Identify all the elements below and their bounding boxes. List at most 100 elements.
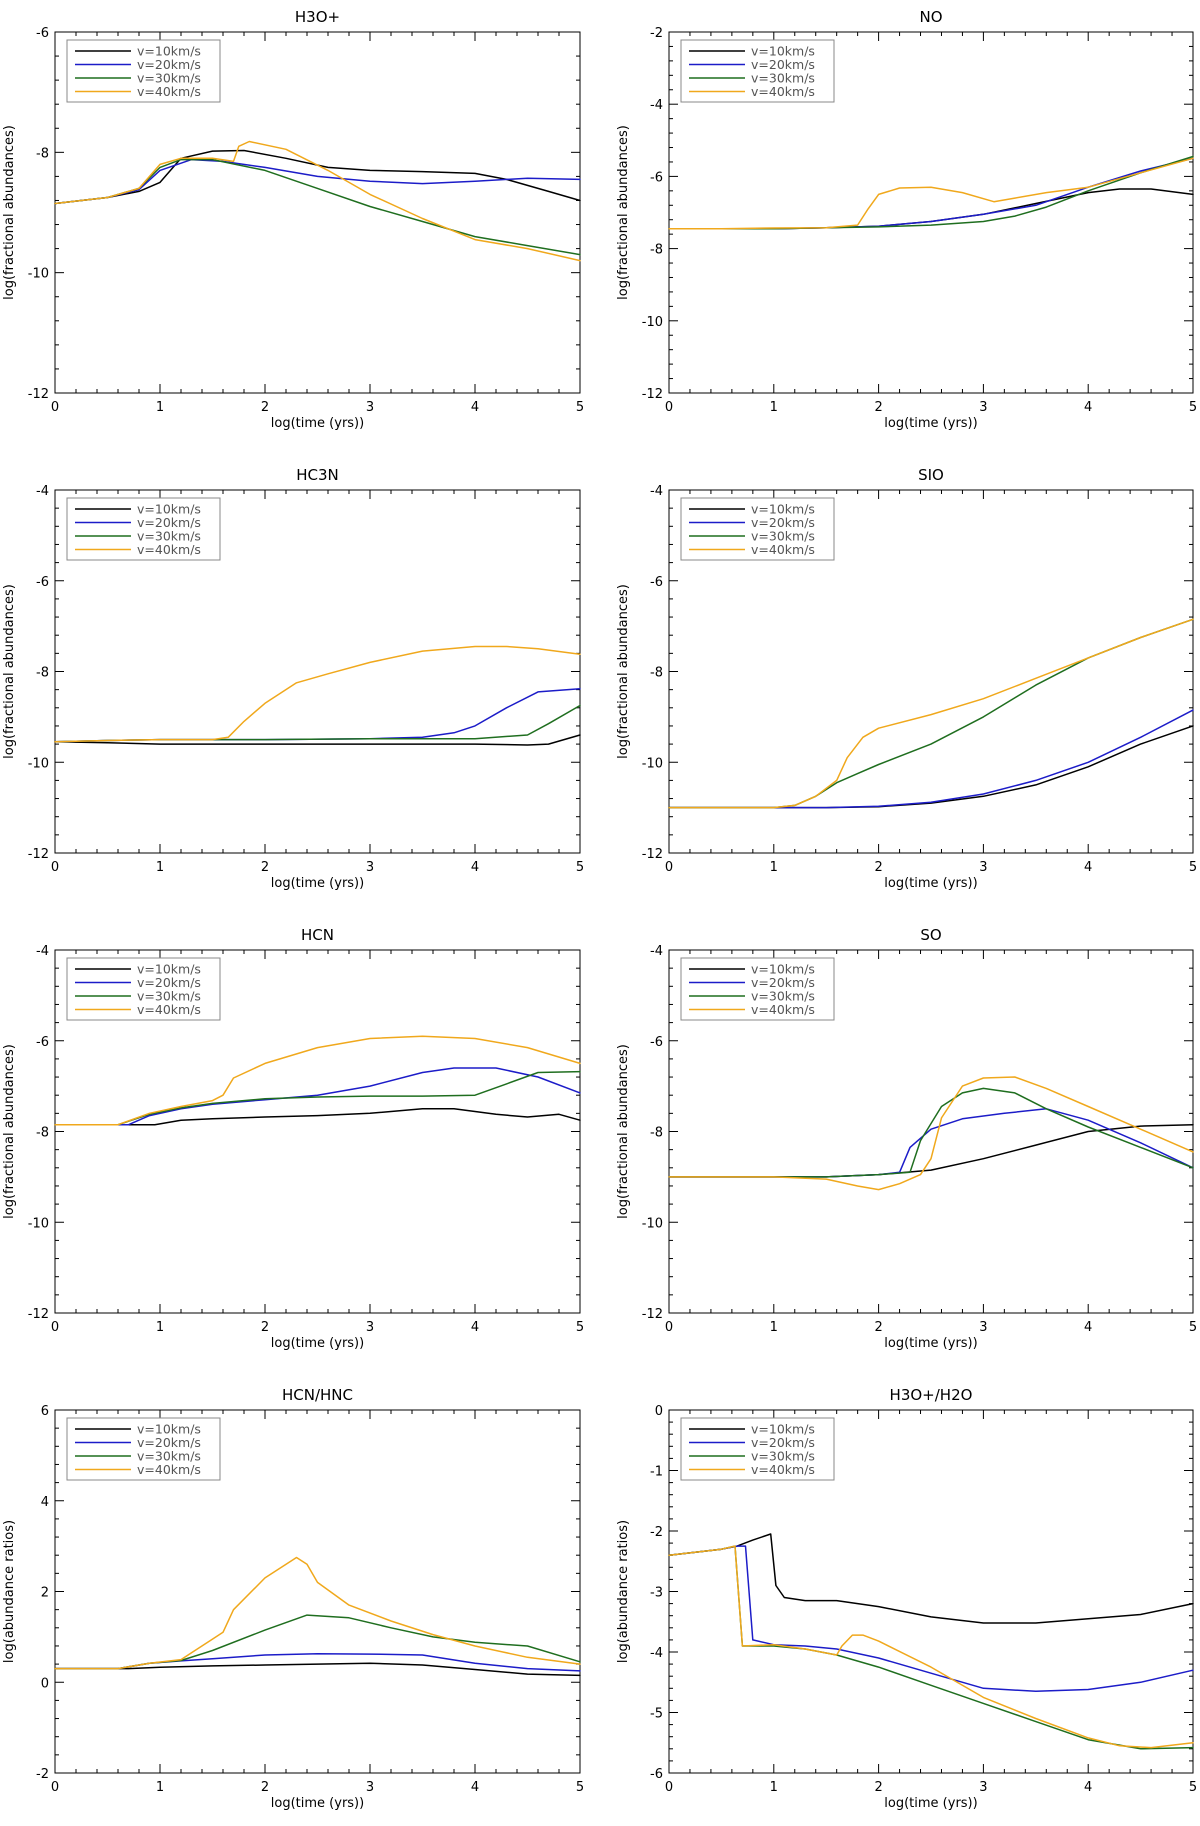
legend-label: v=30km/s — [751, 1449, 815, 1464]
x-axis-label: log(time (yrs)) — [884, 416, 977, 431]
x-tick-label: 4 — [471, 400, 479, 415]
y-tick-label: -2 — [650, 26, 663, 41]
x-tick-label: 2 — [874, 400, 882, 415]
x-tick-label: 0 — [51, 860, 59, 875]
x-tick-label: 1 — [770, 860, 778, 875]
panel-title: HCN — [301, 926, 334, 944]
legend-label: v=20km/s — [137, 975, 201, 990]
y-axis-label: log(fractional abundances) — [616, 1044, 631, 1219]
x-tick-label: 5 — [1189, 1320, 1197, 1335]
axes-frame — [54, 31, 581, 394]
x-axis-label: log(time (yrs)) — [884, 876, 977, 891]
x-tick-label: 5 — [1189, 860, 1197, 875]
y-tick-label: -8 — [36, 1126, 49, 1141]
legend: v=10km/sv=20km/sv=30km/sv=40km/s — [66, 957, 221, 1021]
legend-label: v=20km/s — [751, 1435, 815, 1450]
y-tick-label: 0 — [41, 1676, 49, 1691]
series-line-v-30km-s — [668, 1087, 1194, 1178]
series-line-v-40km-s — [668, 1545, 1194, 1749]
series-line-v-20km-s — [54, 158, 581, 205]
x-tick-label: 3 — [979, 860, 987, 875]
y-tick-label: -12 — [28, 847, 49, 862]
panel-title: NO — [919, 8, 942, 26]
x-axis-label: log(time (yrs)) — [271, 1336, 364, 1351]
series-line-v-10km-s — [668, 188, 1194, 230]
y-tick-label: -12 — [642, 387, 663, 402]
series-line-v-10km-s — [54, 1662, 581, 1677]
legend-label: v=20km/s — [751, 515, 815, 530]
y-tick-label: -8 — [650, 666, 663, 681]
legend: v=10km/sv=20km/sv=30km/sv=40km/s — [680, 39, 835, 103]
x-tick-label: 4 — [1084, 400, 1092, 415]
legend-label: v=10km/s — [137, 44, 201, 59]
x-axis-label: log(time (yrs)) — [271, 1796, 364, 1811]
legend-label: v=40km/s — [137, 1002, 201, 1017]
panel-sio: SIO 0 1 2 3 4 5 -12 -10 -8 -6 -4 log(time (yrs)) log(… — [616, 466, 1197, 891]
x-tick-label: 0 — [665, 1320, 673, 1335]
y-axis-label: log(abundance ratios) — [2, 1520, 17, 1663]
y-tick-label: -2 — [36, 1767, 49, 1782]
series-line-v-30km-s — [54, 158, 581, 256]
legend-label: v=20km/s — [137, 1435, 201, 1450]
x-tick-label: 1 — [770, 400, 778, 415]
panel-title: H3O+/H2O — [890, 1386, 973, 1404]
x-tick-label: 1 — [156, 860, 164, 875]
legend-label: v=20km/s — [751, 57, 815, 72]
y-tick-label: -8 — [650, 1126, 663, 1141]
x-tick-label: 5 — [1189, 400, 1197, 415]
y-tick-label: -10 — [28, 1216, 49, 1231]
legend-label: v=30km/s — [137, 989, 201, 1004]
x-tick-label: 4 — [1084, 860, 1092, 875]
y-tick-label: -6 — [36, 575, 49, 590]
x-tick-label: 4 — [1084, 1780, 1092, 1795]
y-axis-label: log(fractional abundances) — [2, 584, 17, 759]
panel-h3o-h2o: H3O+/H2O 0 1 2 3 4 5 -6 -5 -4 -3 -2 -1 0 log(time (yrs… — [616, 1386, 1197, 1811]
y-tick-label: -12 — [28, 387, 49, 402]
y-tick-label: -12 — [642, 1307, 663, 1322]
y-tick-label: -10 — [28, 267, 49, 282]
x-axis-label: log(time (yrs)) — [884, 1796, 977, 1811]
x-tick-label: 3 — [979, 1320, 987, 1335]
x-tick-label: 1 — [156, 1780, 164, 1795]
x-tick-label: 0 — [51, 1320, 59, 1335]
series-line-v-20km-s — [54, 687, 581, 743]
legend-label: v=30km/s — [137, 71, 201, 86]
panel-no: NO 0 1 2 3 4 5 -12 -10 -8 -6 -4 -2 log(time (yrs)) log… — [616, 8, 1197, 431]
x-tick-label: 2 — [261, 1320, 269, 1335]
y-axis-label: log(fractional abundances) — [2, 125, 17, 300]
y-tick-label: -6 — [650, 1767, 663, 1782]
series-line-v-40km-s — [668, 157, 1194, 230]
x-tick-label: 2 — [261, 1780, 269, 1795]
x-tick-label: 3 — [366, 1320, 374, 1335]
legend-label: v=40km/s — [751, 542, 815, 557]
y-tick-label: -2 — [650, 1525, 663, 1540]
x-tick-label: 0 — [665, 400, 673, 415]
y-tick-label: -4 — [650, 944, 663, 959]
y-tick-label: -10 — [28, 756, 49, 771]
series-line-v-20km-s — [668, 709, 1194, 809]
panel-title: SO — [920, 926, 941, 944]
x-tick-label: 5 — [576, 1320, 584, 1335]
legend: v=10km/sv=20km/sv=30km/sv=40km/s — [66, 1417, 221, 1481]
x-tick-label: 0 — [665, 1780, 673, 1795]
series-line-v-10km-s — [668, 1533, 1194, 1624]
legend: v=10km/sv=20km/sv=30km/sv=40km/s — [66, 39, 221, 103]
x-tick-label: 4 — [471, 1320, 479, 1335]
legend-label: v=40km/s — [751, 84, 815, 99]
legend-label: v=30km/s — [137, 1449, 201, 1464]
panel-title: HC3N — [296, 466, 339, 484]
x-tick-label: 4 — [471, 860, 479, 875]
series-line-v-40km-s — [54, 1035, 581, 1126]
y-tick-label: 4 — [41, 1495, 49, 1510]
series-line-v-10km-s — [54, 149, 581, 205]
y-tick-label: -4 — [36, 484, 49, 499]
y-axis-label: log(abundance ratios) — [616, 1520, 631, 1663]
series-line-v-40km-s — [54, 1556, 581, 1670]
legend-label: v=30km/s — [751, 71, 815, 86]
x-tick-label: 4 — [471, 1780, 479, 1795]
legend-label: v=30km/s — [137, 529, 201, 544]
series-line-v-40km-s — [54, 645, 581, 743]
legend-label: v=30km/s — [751, 989, 815, 1004]
